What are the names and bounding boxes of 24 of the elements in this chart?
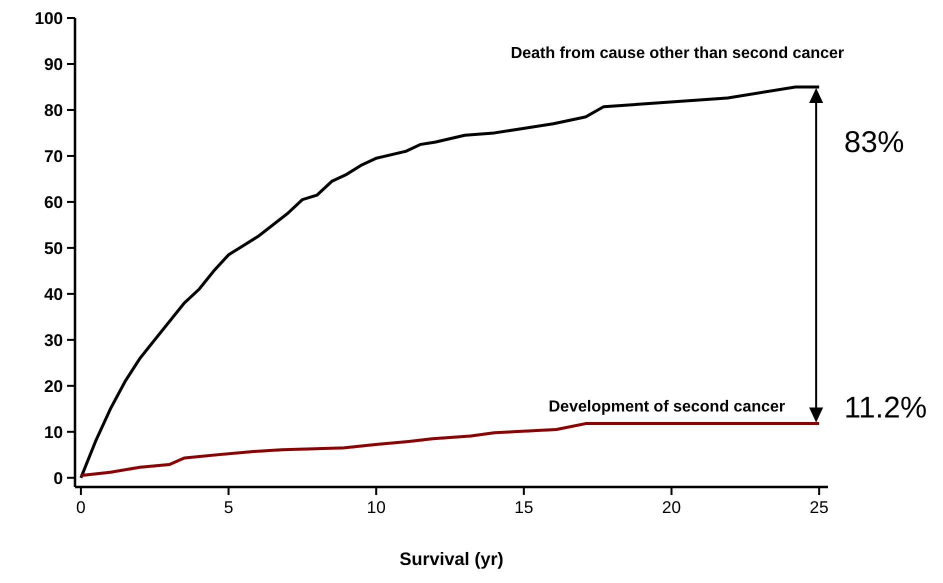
y-tick-label: 90 — [44, 54, 63, 74]
text: 83% — [844, 126, 904, 159]
series-label: Development of second cancer — [548, 398, 786, 416]
y-tick-label: 60 — [44, 192, 63, 212]
y-tick-label: 40 — [44, 284, 63, 304]
x-tick-label: 0 — [76, 498, 86, 517]
text: 11.2% — [844, 392, 927, 425]
y-tick-label: 70 — [44, 146, 63, 166]
x-tick-label: 25 — [810, 498, 829, 517]
y-tick-label: 50 — [44, 238, 63, 258]
y-tick-label: 30 — [44, 330, 63, 350]
text: Death from cause other than second cancer — [510, 45, 844, 62]
line-series — [79, 422, 821, 478]
y-tick-label: 100 — [34, 8, 63, 28]
x-tick-label: 20 — [662, 498, 681, 517]
x-tick-label: 15 — [514, 498, 534, 517]
y-tick-label: 0 — [54, 468, 63, 488]
x-axis-title: Survival (yr) — [399, 549, 504, 569]
line-series — [79, 85, 821, 480]
x-tick-label: 10 — [366, 498, 386, 517]
y-tick-label: 80 — [44, 100, 63, 120]
y-tick-label: 20 — [44, 376, 63, 396]
x-tick-label: 5 — [224, 498, 234, 517]
y-tick-label: 10 — [44, 422, 63, 442]
